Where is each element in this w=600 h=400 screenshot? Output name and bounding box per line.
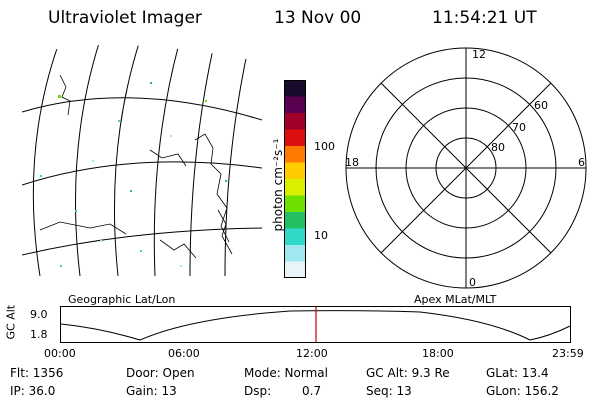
orbit-altitude-plot [60, 306, 571, 343]
mlt-label-18: 18 [345, 156, 359, 169]
colorbar-segment [284, 129, 306, 147]
colorbar-segment [284, 146, 306, 163]
polar-plot [345, 47, 587, 289]
orbit-xtick-1200: 12:00 [296, 347, 328, 360]
colorbar-tick-100: 100 [314, 140, 335, 153]
instrument-title: Ultraviolet Imager [48, 8, 202, 28]
colorbar-segment [284, 113, 306, 130]
colorbar-segment [284, 195, 306, 213]
colorbar-segment [284, 261, 306, 278]
status-door: Door: Open [126, 366, 195, 380]
colorbar-segment [284, 80, 306, 97]
status-flt: Flt: 1356 [10, 366, 64, 380]
color-scale-bar [284, 80, 306, 278]
orbit-xtick-0600: 06:00 [168, 347, 200, 360]
colorbar-segment [284, 179, 306, 196]
date-label: 13 Nov 00 [274, 8, 362, 28]
emission-dots [40, 82, 227, 267]
mlt-label-6: 6 [578, 156, 585, 169]
orbit-xtick-1800: 18:00 [422, 347, 454, 360]
orbit-xtick-0000: 00:00 [44, 347, 76, 360]
mlt-label-12: 12 [472, 48, 486, 61]
colorbar-segment [284, 96, 306, 114]
colorbar-segment [284, 245, 306, 262]
status-gcalt: GC Alt: 9.3 Re [366, 366, 450, 380]
geographic-map [22, 44, 262, 276]
status-dsp-label: Dsp: [244, 384, 272, 398]
colorbar-unit-label: photon cm⁻²s⁻¹ [271, 138, 285, 232]
status-mode: Mode: Normal [244, 366, 328, 380]
status-gain: Gain: 13 [126, 384, 177, 398]
status-ip: IP: 36.0 [10, 384, 56, 398]
orbit-ytick-min: 1.8 [30, 328, 48, 341]
colorbar-segment [284, 212, 306, 229]
lat-label-60: 60 [534, 99, 548, 112]
polar-label: Apex MLat/MLT [414, 293, 497, 306]
status-glat: GLat: 13.4 [486, 366, 549, 380]
lat-label-70: 70 [512, 121, 526, 134]
time-label: 11:54:21 UT [432, 8, 537, 28]
orbit-xtick-2359: 23:59 [552, 347, 584, 360]
orbit-ytick-max: 9.0 [30, 308, 48, 321]
status-glon: GLon: 156.2 [486, 384, 559, 398]
map-grid [22, 44, 262, 276]
lat-label-80: 80 [491, 141, 505, 154]
orbit-altitude-curve [60, 310, 571, 341]
mlt-label-0: 0 [469, 276, 476, 289]
orbit-ylabel: GC Alt [4, 304, 18, 340]
colorbar-tick-10: 10 [314, 229, 328, 242]
geo-map-label: Geographic Lat/Lon [68, 293, 176, 306]
status-seq: Seq: 13 [366, 384, 412, 398]
colorbar-segment [284, 162, 306, 180]
colorbar-segment [284, 228, 306, 246]
status-dsp-value: 0.7 [302, 384, 322, 398]
